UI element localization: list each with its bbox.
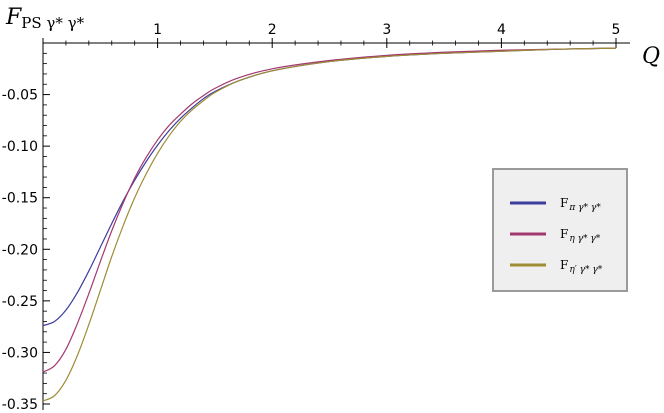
y-tick-label: -0.20 [2,242,38,258]
legend-box [492,168,628,292]
y-tick-label: -0.35 [2,397,38,413]
x-axis-title: Q [642,44,660,69]
y-tick-label: -0.25 [2,294,38,310]
y-tick-label: -0.10 [2,139,38,155]
x-tick-label: 4 [497,22,506,38]
series-line-3 [42,47,617,402]
x-tick-label: 5 [612,22,621,38]
tick-labels: 1 2 3 4 5 -0.05 -0.10 -0.15 -0.20 -0.25 -0.30 -0.35 [2,22,621,413]
axes [42,38,630,410]
legend-label-1: Fπ γ* γ* [560,196,601,213]
tick-marks [43,38,617,405]
legend-label-2: Fη γ* γ* [560,227,601,244]
y-tick-label: -0.30 [2,345,38,361]
y-axis-title: FPS γ* γ* [5,5,85,32]
legend-label-3: Fη′ γ* γ* [560,258,603,275]
series-line-2 [42,47,617,373]
y-tick-label: -0.05 [2,88,38,104]
x-tick-label: 1 [153,22,162,38]
series-lines [42,47,617,402]
y-tick-label: -0.15 [2,191,38,207]
x-tick-label: 3 [382,22,391,38]
x-tick-label: 2 [268,22,277,38]
legend: Fπ γ* γ* Fη γ* γ* Fη′ γ* γ* [492,168,628,292]
